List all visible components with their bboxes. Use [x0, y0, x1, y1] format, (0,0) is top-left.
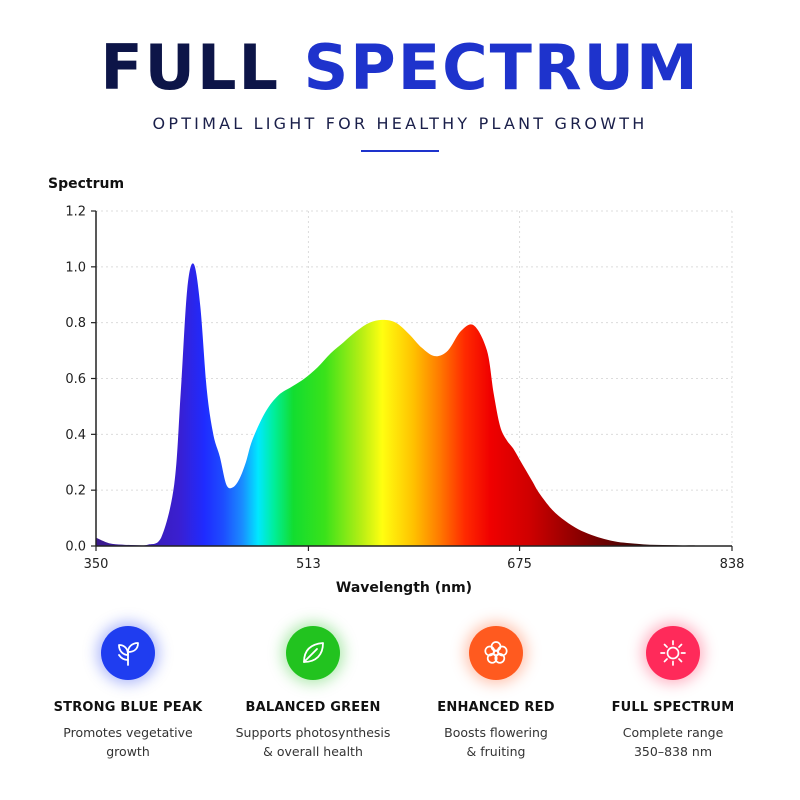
page-title: FULL SPECTRUM: [0, 28, 800, 108]
spectrum-area: [96, 263, 732, 546]
x-tick-label: 513: [296, 557, 321, 572]
feature-green-desc-line2: & overall health: [263, 744, 363, 759]
leaf-icon: [303, 642, 324, 663]
feature-full-desc-line1: Complete range: [622, 725, 724, 740]
axis-ticks: 0.0 0.2 0.4 0.6 0.8 1.0 1.2 350 513 675 838: [65, 205, 744, 573]
y-tick-label: 1.0: [65, 260, 86, 275]
y-tick-label: 0.2: [65, 484, 86, 499]
feature-green: BALANCED GREEN Supports photosynthesis &…: [218, 622, 408, 761]
y-tick-label: 0.6: [65, 372, 86, 387]
feature-red: ENHANCED RED Boosts flowering & fruiting: [401, 622, 591, 761]
sun-icon: [660, 640, 686, 666]
x-axis-title: Wavelength (nm): [336, 580, 472, 596]
flower-icon: [484, 641, 508, 664]
feature-green-desc-line1: Supports photosynthesis: [235, 725, 391, 740]
x-tick-label: 675: [507, 557, 532, 572]
feature-green-title: BALANCED GREEN: [245, 700, 381, 715]
feature-blue-desc-line2: growth: [106, 744, 150, 759]
spectrum-chart: 0.0 0.2 0.4 0.6 0.8 1.0 1.2 350 513 675 838 Spectr…: [48, 176, 744, 596]
y-axis-title: Spectrum: [48, 176, 124, 192]
y-tick-label: 1.2: [65, 205, 86, 220]
title-word-spectrum: SPECTRUM: [303, 31, 700, 104]
feature-blue-title: STRONG BLUE PEAK: [53, 700, 203, 715]
feature-red-desc-line2: & fruiting: [466, 744, 526, 759]
leaves-icon: [118, 642, 139, 666]
feature-green-desc: Supports photosynthesis & overall health: [218, 723, 408, 761]
page-subtitle: OPTIMAL LIGHT FOR HEALTHY PLANT GROWTH: [152, 114, 648, 133]
feature-red-title: ENHANCED RED: [437, 700, 555, 715]
feature-red-badge: [469, 626, 523, 680]
feature-blue-badge: [101, 626, 155, 680]
title-word-full: FULL: [100, 31, 281, 104]
x-tick-label: 838: [720, 557, 745, 572]
feature-row: STRONG BLUE PEAK Promotes vegetative gro…: [0, 622, 800, 782]
feature-full-title: FULL SPECTRUM: [611, 700, 735, 715]
feature-red-desc-line1: Boosts flowering: [444, 725, 548, 740]
feature-blue: STRONG BLUE PEAK Promotes vegetative gro…: [33, 622, 223, 761]
y-tick-label: 0.0: [65, 540, 86, 555]
title-divider: [361, 150, 439, 152]
feature-full-desc: Complete range 350–838 nm: [578, 723, 768, 761]
feature-green-badge: [286, 626, 340, 680]
feature-full-desc-line2: 350–838 nm: [633, 744, 713, 759]
feature-blue-desc: Promotes vegetative growth: [33, 723, 223, 761]
feature-red-desc: Boosts flowering & fruiting: [401, 723, 591, 761]
x-tick-label: 350: [84, 557, 109, 572]
feature-blue-desc-line1: Promotes vegetative: [63, 725, 193, 740]
y-tick-label: 0.8: [65, 316, 86, 331]
feature-full: FULL SPECTRUM Complete range 350–838 nm: [578, 622, 768, 761]
feature-full-badge: [646, 626, 700, 680]
y-tick-label: 0.4: [65, 428, 86, 443]
